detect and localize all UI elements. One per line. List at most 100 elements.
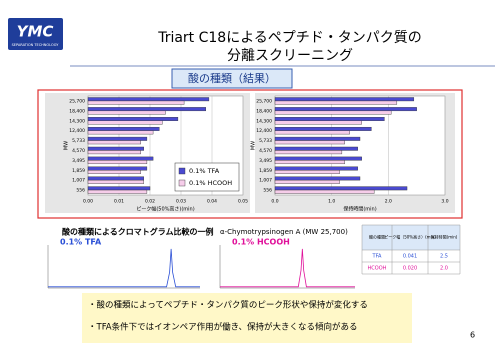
bar	[274, 189, 375, 194]
bar	[87, 146, 144, 151]
bar	[274, 146, 358, 151]
y-tick-label: 3,495	[259, 158, 272, 164]
bar	[274, 107, 417, 112]
table-cell: 2.5	[440, 254, 448, 260]
bar	[87, 156, 154, 161]
bar	[87, 186, 151, 191]
y-tick-label: 4,570	[72, 148, 85, 154]
bar	[274, 160, 345, 165]
y-tick-label: 1,007	[259, 178, 272, 184]
title: 分離スクリーニング	[227, 47, 353, 64]
table-cell: HCOOH	[368, 266, 387, 272]
y-tick-label: 5,733	[259, 138, 272, 144]
bar	[87, 126, 160, 131]
bar	[87, 117, 179, 121]
bar	[274, 170, 340, 174]
bar	[87, 166, 148, 171]
bar	[274, 100, 398, 105]
x-tick-label: 3.0	[441, 199, 448, 205]
y-tick-label: 1,859	[259, 168, 272, 174]
bar	[87, 110, 166, 115]
subtitle: 酸の種類（結果）	[188, 71, 276, 85]
table-cell: TFA	[372, 254, 382, 260]
y-tick-label: 25,700	[256, 98, 272, 104]
table-header-bg	[362, 225, 460, 250]
bar	[87, 160, 148, 165]
bar	[87, 120, 163, 125]
bar	[274, 156, 362, 161]
table-header: ピーク幅（50%高さ）(min)	[384, 234, 436, 240]
bar	[274, 140, 345, 145]
result-frame	[37, 89, 463, 219]
logo: YMC	[17, 23, 54, 41]
bar	[274, 176, 361, 181]
table-cell: 0.041	[403, 254, 417, 260]
y-tick-label: 4,570	[259, 148, 272, 154]
table-cell: 2.0	[440, 266, 448, 272]
chart-title: 0.1% TFA	[60, 238, 102, 247]
y-tick-label: 3,495	[72, 158, 85, 164]
bar	[274, 130, 351, 135]
x-axis-label: 保持時間(min)	[343, 206, 376, 213]
y-tick-label: 556	[76, 188, 85, 194]
line	[48, 248, 200, 288]
bar	[274, 136, 361, 141]
bar	[87, 189, 148, 194]
bar	[87, 176, 144, 181]
bar	[274, 166, 358, 171]
section-label: 酸の種類によるクロマトグラム比較の一例	[62, 227, 214, 237]
y-tick-label: 1,859	[72, 168, 85, 174]
y-tick-label: 14,300	[256, 118, 272, 124]
y-tick-label: 1,007	[72, 178, 85, 184]
x-tick-label: 0.0	[271, 199, 278, 205]
bar	[274, 126, 372, 131]
legend-label: 0.1% HCOOH	[189, 179, 232, 187]
legend-label: 0.1% TFA	[189, 167, 220, 175]
x-tick-label: 1.0	[328, 199, 335, 205]
y-tick-label: 556	[263, 188, 272, 194]
subtitle-box	[171, 68, 293, 89]
bar	[274, 186, 408, 191]
line	[220, 248, 355, 288]
x-tick-label: 0.05	[238, 199, 248, 205]
bar	[87, 170, 141, 174]
chart-title: 0.1% HCOOH	[232, 238, 290, 247]
bar	[87, 97, 210, 102]
y-tick-label: 14,300	[69, 118, 85, 124]
table-header: 酸の種類	[369, 234, 385, 240]
y-tick-label: 18,400	[69, 108, 85, 114]
bar	[274, 150, 343, 155]
logo-sub: SEPARATION TECHNOLOGY	[12, 43, 60, 47]
x-tick-label: 0.02	[145, 199, 155, 205]
bar	[87, 136, 148, 141]
page-number: 6	[470, 331, 475, 340]
x-tick-label: 0.01	[114, 199, 124, 205]
y-tick-label: 12,400	[69, 128, 85, 134]
title: Triart C18によるペプチド・タンパク質の	[157, 30, 422, 46]
x-axis-label: ピーク幅(50%高さ)(min)	[136, 206, 194, 213]
legend-swatch	[178, 179, 186, 187]
y-tick-label: 5,733	[72, 138, 85, 144]
x-tick-label: 0.00	[83, 199, 93, 205]
bar	[274, 97, 415, 102]
x-tick-label: 0.04	[207, 199, 217, 205]
y-axis-label: MW	[64, 141, 70, 150]
bar	[87, 140, 141, 145]
legend	[174, 162, 240, 192]
bullet: ・TFA条件下ではイオンペア作用が働き、保持が大きくなる傾向がある	[88, 322, 358, 333]
bar	[87, 107, 207, 112]
bar	[274, 117, 385, 121]
bar	[87, 179, 144, 184]
bar	[274, 110, 392, 115]
logo-box	[8, 18, 63, 50]
y-tick-label: 25,700	[69, 98, 85, 104]
x-tick-label: 2.0	[385, 199, 392, 205]
sample-label: α-Chymotrypsinogen A (MW 25,700)	[220, 228, 348, 236]
bullet-box	[82, 293, 412, 343]
bar	[87, 100, 185, 105]
legend-swatch	[178, 167, 186, 175]
x-tick-label: 0.03	[176, 199, 186, 205]
bar	[87, 130, 154, 135]
table-cell: 0.020	[403, 266, 417, 272]
